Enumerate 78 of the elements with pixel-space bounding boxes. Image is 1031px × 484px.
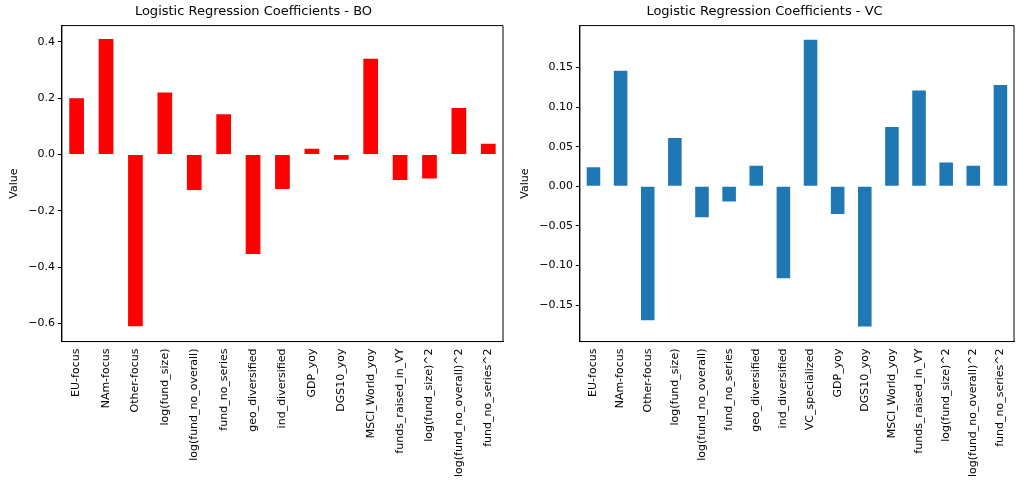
bar [613,70,628,186]
x-tick-label: log(fund_no_overall)^2 [451,348,465,477]
bar [451,108,467,155]
bar [245,155,261,254]
bar [803,39,818,186]
x-tick-label: DGS10_yoy [334,348,348,412]
y-axis-title: Value [7,168,21,199]
x-tick-label: log(fund_size) [157,348,171,426]
x-tick-label: NAm-focus [98,348,112,409]
x-tick-label: MSCI_World_yoy [363,348,377,439]
bar [993,84,1008,186]
x-tick-label: funds_raised_in_VY [911,348,925,454]
y-tick-label: −0.15 [539,297,573,311]
y-axis-title: Value [518,168,532,199]
bar [830,186,845,215]
x-tick-label: MSCI_World_yoy [884,348,898,439]
bar [912,90,926,186]
x-tick-label: fund_no_series [721,348,735,431]
bar [966,165,981,186]
bar [695,186,709,218]
bar [128,155,143,327]
bar [586,167,601,186]
x-tick-label: log(fund_no_overall) [187,348,201,461]
bar [392,155,408,180]
y-tick-label: 0.05 [548,139,573,153]
y-tick-label: 0.4 [37,34,55,48]
bar [776,186,791,279]
bar [939,162,953,186]
x-tick-label: Other-focus [128,348,142,413]
bar [186,155,202,191]
bar [216,114,231,155]
bar [668,138,682,186]
x-tick-label: ind_diversified [776,348,790,429]
y-tick-label: −0.10 [539,258,573,272]
bar [858,186,872,327]
bar [749,165,764,186]
x-tick-label: fund_no_series^2 [993,348,1007,447]
x-tick-label: log(fund_no_overall) [694,348,708,461]
x-tick-label: log(fund_size)^2 [939,348,953,442]
y-tick-label: −0.4 [28,260,55,274]
x-tick-label: funds_raised_in_VY [392,348,406,454]
x-tick-label: geo_diversified [749,348,763,432]
x-tick-label: Other-focus [640,348,654,413]
y-tick-label: 0.00 [548,179,573,193]
y-tick-label: −0.6 [28,316,55,330]
bar [722,186,736,202]
y-tick-label: 0.10 [548,100,573,114]
x-tick-label: EU-focus [586,348,600,397]
x-tick-label: GDP_yoy [830,348,844,398]
y-tick-label: −0.2 [28,203,55,217]
chart-title: Logistic Regression Coefficients - BO [134,3,373,19]
y-tick-label: −0.05 [539,218,573,232]
x-tick-label: fund_no_series^2 [481,348,495,447]
y-tick-label: 0.15 [548,60,573,74]
x-tick-label: EU-focus [69,348,83,397]
chart-title: Logistic Regression Coefficients - VC [646,3,883,19]
bar [885,126,899,186]
y-tick-label: 0.0 [37,147,55,161]
x-tick-label: log(fund_size) [667,348,681,426]
x-tick-label: fund_no_series [216,348,230,431]
bar [480,143,496,155]
bar [157,92,173,155]
bar [98,39,114,155]
bar [275,155,290,189]
bar [422,155,437,179]
bar [333,155,349,160]
x-tick-label: ind_diversified [275,348,289,429]
x-tick-label: GDP_yoy [304,348,318,398]
bar [640,186,655,321]
y-tick-label: 0.2 [37,91,55,105]
x-tick-label: log(fund_size)^2 [422,348,436,442]
x-tick-label: log(fund_no_overall)^2 [966,348,980,477]
x-tick-label: DGS10_yoy [857,348,871,412]
x-tick-label: NAm-focus [613,348,627,409]
bar [69,98,84,155]
x-tick-label: geo_diversified [245,348,259,432]
x-tick-label: VC_specialized [803,348,817,431]
bar [363,58,379,155]
